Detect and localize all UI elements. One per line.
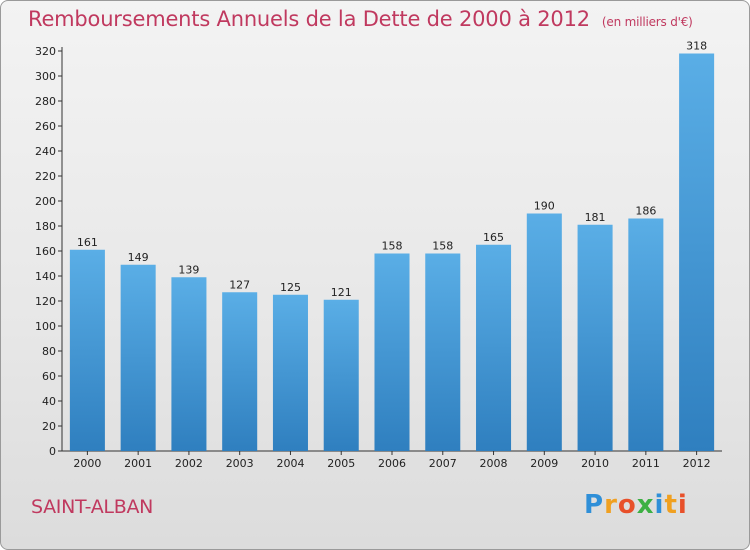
- y-tick-label: 280: [35, 95, 56, 108]
- data-label: 121: [331, 286, 352, 299]
- title-text: Remboursements Annuels de la Dette de 20…: [28, 7, 590, 31]
- x-tick-label: 2000: [73, 457, 101, 470]
- brand-letter: i: [677, 490, 688, 520]
- data-label: 186: [635, 205, 656, 218]
- bar-2006: [374, 253, 410, 451]
- x-tick-label: 2005: [327, 457, 355, 470]
- y-tick-label: 260: [35, 120, 56, 133]
- bar-2007: [425, 253, 461, 451]
- unit-label: (en milliers d'€): [601, 15, 693, 29]
- brand-letter: P: [584, 490, 605, 520]
- brand-logo: Proxiti: [584, 490, 688, 520]
- axes: 0 20 40 60 80 100 120 140 160 180 200 220 240 260 280 3…: [35, 45, 722, 470]
- commune-name: SAINT-ALBAN: [31, 496, 154, 518]
- data-label: 165: [483, 231, 504, 244]
- data-label: 181: [585, 211, 606, 224]
- y-tick-label: 20: [42, 420, 56, 433]
- bar-2011: [628, 218, 664, 451]
- x-tick-label: 2007: [429, 457, 457, 470]
- x-tick-label: 2003: [226, 457, 254, 470]
- data-label: 127: [229, 278, 250, 291]
- data-label: 125: [280, 281, 301, 294]
- y-tick-label: 80: [42, 345, 56, 358]
- bar-2002: [171, 277, 207, 451]
- x-tick-label: 2009: [530, 457, 558, 470]
- y-tick-label: 40: [42, 395, 56, 408]
- bar-2009: [526, 213, 562, 451]
- y-tick-label: 120: [35, 295, 56, 308]
- chart-title: Remboursements Annuels de la Dette de 20…: [28, 7, 693, 31]
- y-tick-label: 100: [35, 320, 56, 333]
- y-tick-label: 0: [49, 445, 56, 458]
- bar-2010: [577, 224, 613, 451]
- x-tick-label: 2002: [175, 457, 203, 470]
- x-tick-label: 2004: [276, 457, 304, 470]
- bars: [69, 53, 715, 451]
- data-labels: 161 149 139 127 125 121 158 158 165 190 181 186 318: [77, 40, 707, 299]
- bar-2008: [476, 244, 512, 451]
- data-label: 139: [178, 263, 199, 276]
- bar-2004: [272, 294, 308, 451]
- data-label: 318: [686, 40, 707, 53]
- bar-2012: [679, 53, 715, 451]
- bar-2005: [323, 299, 359, 451]
- data-label: 158: [432, 240, 453, 253]
- brand-letter: t: [664, 490, 678, 520]
- y-tick-label: 200: [35, 195, 56, 208]
- y-tick-label: 160: [35, 245, 56, 258]
- data-label: 158: [382, 240, 403, 253]
- bar-2000: [69, 249, 105, 451]
- bar-2003: [222, 292, 258, 451]
- brand-letter: o: [617, 490, 637, 520]
- y-tick-label: 240: [35, 145, 56, 158]
- y-tick-label: 300: [35, 70, 56, 83]
- x-tick-label: 2008: [480, 457, 508, 470]
- y-tick-label: 180: [35, 220, 56, 233]
- x-tick-label: 2012: [683, 457, 711, 470]
- x-tick-label: 2010: [581, 457, 609, 470]
- data-label: 149: [128, 251, 149, 264]
- brand-letter: x: [636, 490, 655, 520]
- data-label: 161: [77, 236, 98, 249]
- x-tick-label: 2001: [124, 457, 152, 470]
- y-tick-label: 140: [35, 270, 56, 283]
- x-tick-label: 2011: [632, 457, 660, 470]
- y-tick-label: 320: [35, 45, 56, 58]
- brand-letter: i: [654, 490, 665, 520]
- brand-letter: r: [604, 490, 618, 520]
- bar-2001: [120, 264, 156, 451]
- y-tick-label: 220: [35, 170, 56, 183]
- x-tick-label: 2006: [378, 457, 406, 470]
- y-tick-label: 60: [42, 370, 56, 383]
- data-label: 190: [534, 200, 555, 213]
